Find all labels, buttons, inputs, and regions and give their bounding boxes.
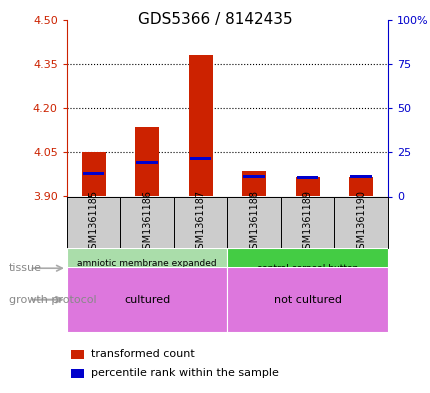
- Text: GSM1361190: GSM1361190: [355, 189, 366, 255]
- Bar: [67, 248, 227, 289]
- Bar: [135, 127, 159, 196]
- Bar: [120, 196, 173, 248]
- Text: percentile rank within the sample: percentile rank within the sample: [90, 368, 278, 378]
- Bar: [227, 248, 387, 289]
- Text: transformed count: transformed count: [90, 349, 194, 360]
- Bar: [173, 196, 227, 248]
- Text: GDS5366 / 8142435: GDS5366 / 8142435: [138, 12, 292, 27]
- Text: GSM1361187: GSM1361187: [195, 189, 205, 255]
- Bar: [81, 152, 105, 196]
- Bar: [189, 157, 211, 160]
- Text: tissue: tissue: [9, 263, 42, 273]
- Text: GSM1361189: GSM1361189: [302, 189, 312, 255]
- Bar: [188, 55, 212, 196]
- Bar: [350, 175, 371, 178]
- Bar: [136, 161, 157, 164]
- Text: central corneal button: central corneal button: [256, 264, 357, 273]
- Bar: [83, 172, 104, 175]
- Bar: [348, 177, 372, 196]
- Bar: [243, 175, 264, 178]
- Text: GSM1361186: GSM1361186: [142, 189, 152, 255]
- Bar: [67, 267, 227, 332]
- Text: GSM1361188: GSM1361188: [249, 189, 258, 255]
- Bar: [227, 267, 387, 332]
- Bar: [227, 196, 280, 248]
- Text: GSM1361185: GSM1361185: [88, 189, 98, 255]
- Bar: [280, 196, 334, 248]
- Bar: [334, 196, 387, 248]
- Text: not cultured: not cultured: [273, 295, 341, 305]
- Bar: [296, 176, 318, 179]
- Text: amniotic membrane expanded
limbal epithelium: amniotic membrane expanded limbal epithe…: [77, 259, 216, 278]
- Text: growth protocol: growth protocol: [9, 295, 96, 305]
- Bar: [295, 177, 319, 196]
- Bar: [67, 196, 120, 248]
- Bar: [242, 171, 266, 196]
- Text: cultured: cultured: [124, 295, 170, 305]
